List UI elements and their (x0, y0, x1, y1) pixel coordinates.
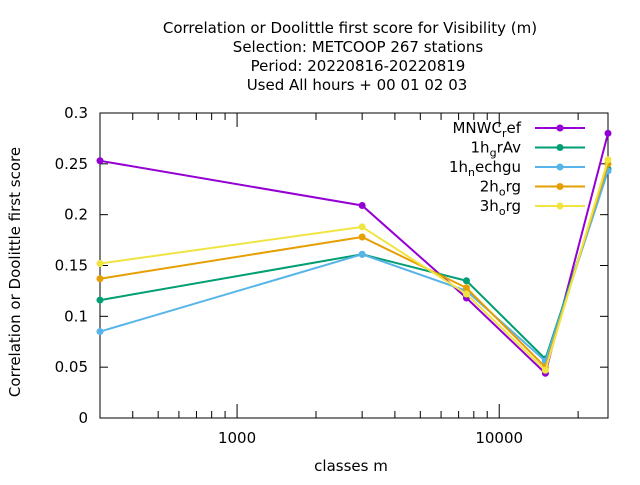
data-point-3h_org (358, 223, 366, 231)
y-tick-label: 0.1 (64, 307, 88, 325)
legend-marker (556, 124, 564, 132)
legend-marker (556, 202, 564, 210)
title-line-1: Correlation or Doolittle first score for… (163, 19, 537, 37)
legend-marker (556, 163, 564, 171)
x-axis-label: classes m (314, 457, 388, 475)
data-point-2h_org (96, 275, 104, 283)
data-point-1h_grAv (96, 296, 104, 304)
series-line-3h_org (99, 159, 609, 373)
y-tick-label: 0.25 (55, 155, 88, 173)
data-point-1h_grAv (462, 277, 470, 285)
y-tick-label: 0.15 (55, 257, 88, 275)
data-point-MNWC_ref (604, 129, 612, 137)
data-point-3h_org (462, 290, 470, 298)
y-tick-label: 0.2 (64, 206, 88, 224)
data-point-2h_org (462, 284, 470, 292)
legend-label: 3horg (480, 197, 521, 218)
series-line-2h_org (99, 163, 609, 370)
legend-label: MNWCref (452, 119, 521, 140)
x-tick-label: 10000 (475, 429, 523, 447)
data-point-MNWC_ref (358, 202, 366, 210)
legend-label: 1hgrAv (471, 139, 522, 160)
legend-label: 2horg (480, 178, 521, 199)
plot-frame (99, 112, 609, 419)
series-line-1h_grAv (99, 168, 609, 361)
title-line-3: Period: 20220816-20220819 (251, 57, 466, 75)
title-line-2: Selection: METCOOP 267 stations (233, 38, 484, 56)
y-tick-label: 0 (78, 409, 88, 427)
x-tick-label: 1000 (218, 429, 256, 447)
data-point-3h_org (96, 259, 104, 267)
y-tick-label: 0.3 (64, 104, 88, 122)
data-point-MNWC_ref (96, 157, 104, 165)
chart-title: Correlation or Doolittle first score for… (163, 19, 537, 94)
legend-marker (556, 183, 564, 190)
y-axis-label: Correlation or Doolittle first score (6, 147, 24, 397)
data-point-2h_org (358, 233, 366, 241)
title-line-4: Used All hours + 00 01 02 03 (247, 76, 468, 94)
y-tick-label: 0.05 (55, 358, 88, 376)
data-point-1h_nechgu (358, 250, 366, 258)
data-point-3h_org (541, 366, 549, 374)
y-axis: 0 0.05 0.1 0.15 0.2 0.25 0.3 (55, 104, 608, 427)
x-axis: 1000 10000 (132, 113, 579, 447)
legend-label: 1hnechgu (449, 158, 521, 179)
legend-marker (556, 144, 564, 151)
data-point-3h_org (604, 156, 612, 164)
data-point-1h_nechgu (96, 328, 104, 336)
series-lines (96, 129, 612, 377)
